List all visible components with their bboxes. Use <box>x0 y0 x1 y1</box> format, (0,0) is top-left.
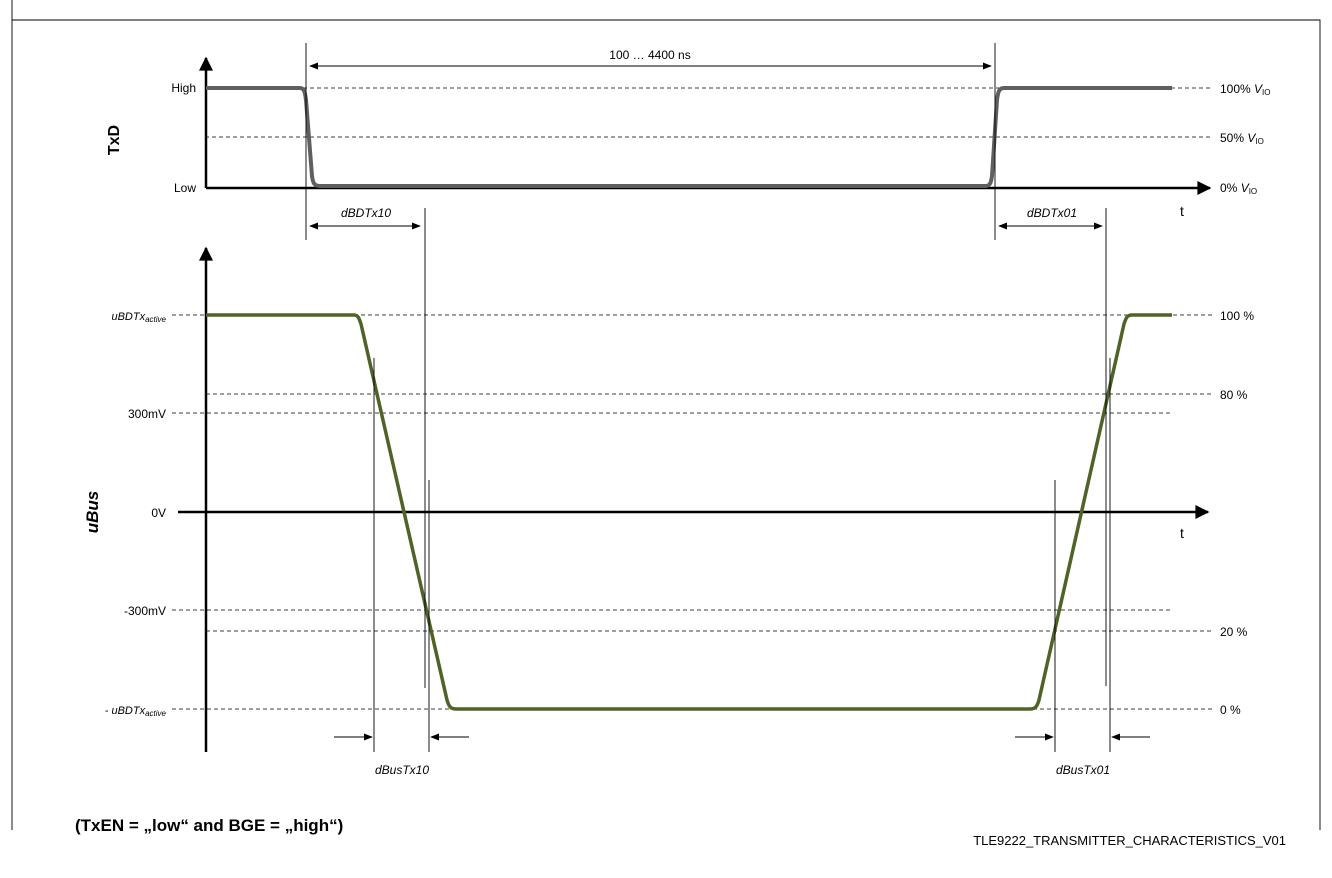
txd-0pct-label: 0% VIO <box>1220 181 1257 196</box>
txd-waveform <box>206 86 1172 188</box>
ubus-active-pos-label: uBDTxactive <box>111 311 166 324</box>
figure-id: TLE9222_TRANSMITTER_CHARACTERISTICS_V01 <box>973 833 1286 848</box>
txd-100pct-label: 100% VIO <box>1220 82 1271 97</box>
txd-low-label: Low <box>174 181 196 195</box>
duration-label: 100 … 4400 ns <box>609 48 690 62</box>
dbdtx01-label: dBDTx01 <box>1027 206 1077 220</box>
figure-border <box>11 0 1321 830</box>
txd-panel: TxD High Low 100% VIO 50% VIO 0% VIO t 1… <box>106 43 1271 240</box>
ubus-0v-label: 0V <box>151 506 166 520</box>
ubus-signal-label: uBus <box>83 491 102 534</box>
txd-50pct-label: 50% VIO <box>1220 131 1264 146</box>
dbustx01-label: dBusTx01 <box>1056 763 1110 777</box>
ubus-neg300mv-label: -300mV <box>124 604 166 618</box>
ubus-0pct-label: 0 % <box>1220 703 1241 717</box>
txd-high-label: High <box>171 81 196 95</box>
ubus-80pct-label: 80 % <box>1220 388 1248 402</box>
ubus-waveform <box>206 313 1172 711</box>
condition-note: (TxEN = „low“ and BGE = „high“) <box>75 816 343 835</box>
ubus-panel: uBus uBDTxactive 300mV 0V -300mV - uBDTx… <box>83 208 1254 777</box>
ubus-time-label: t <box>1180 525 1184 541</box>
dbustx10-label: dBusTx10 <box>375 763 429 777</box>
ubus-100pct-label: 100 % <box>1220 309 1254 323</box>
ubus-20pct-label: 20 % <box>1220 625 1248 639</box>
dbdtx10-label: dBDTx10 <box>341 206 391 220</box>
txd-time-label: t <box>1180 203 1184 219</box>
ubus-300mv-label: 300mV <box>128 407 166 421</box>
txd-signal-label: TxD <box>106 125 123 155</box>
ubus-active-neg-label: - uBDTxactive <box>105 705 167 718</box>
